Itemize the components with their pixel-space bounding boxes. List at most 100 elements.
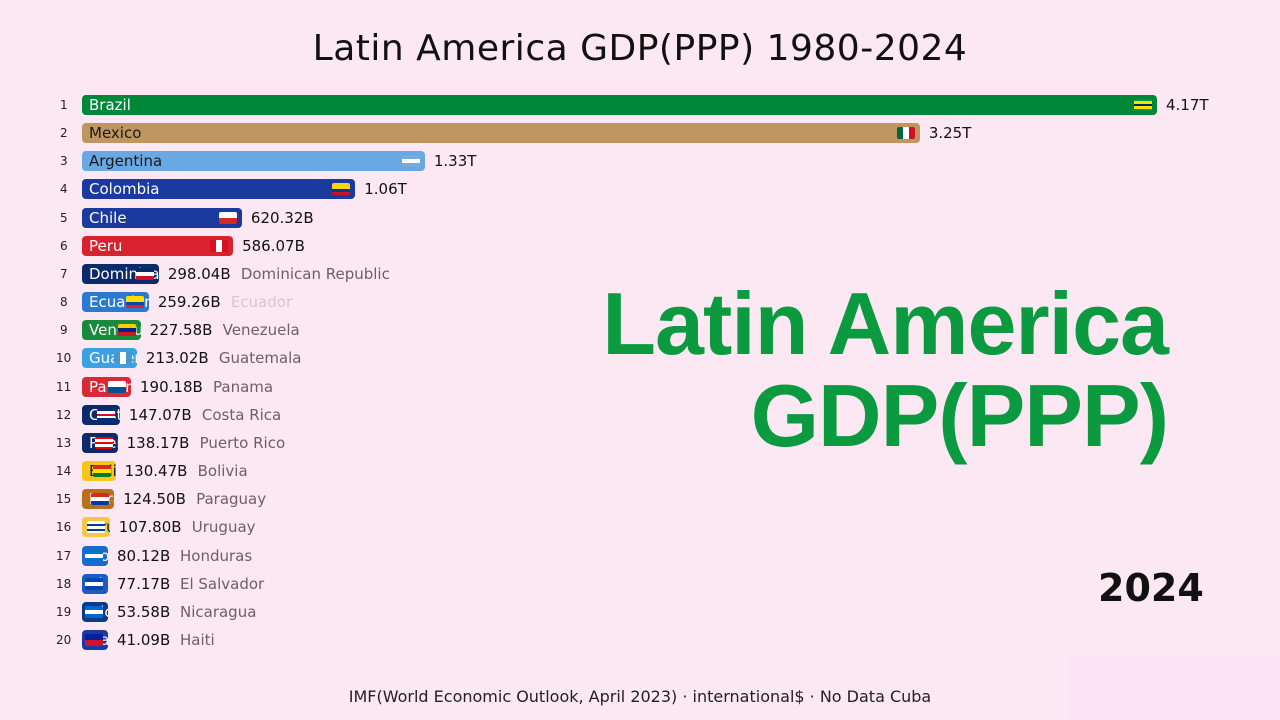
rank-label: 17 — [56, 548, 72, 563]
overlay-line-1: Latin America — [602, 274, 1169, 373]
value-label: 4.17T — [1166, 96, 1209, 114]
country-name: Uruguay — [191, 518, 256, 537]
value-label: 41.09B — [117, 631, 171, 650]
rank-label: 3 — [60, 154, 68, 169]
bar-label: Peru — [89, 236, 123, 255]
overlay-title: Latin America GDP(PPP) — [602, 274, 1169, 465]
bar-costa-rica: Costa Rica — [82, 404, 120, 425]
rank-label: 19 — [56, 604, 72, 619]
flag-icon — [210, 239, 229, 252]
rank-label: 13 — [56, 435, 72, 450]
bar-dominican-republic: Dominican Republic — [82, 263, 159, 284]
overlay-line-2: GDP(PPP) — [750, 366, 1169, 465]
value-label: 138.17B — [126, 433, 190, 452]
value-label: 1.06T — [364, 180, 407, 199]
bar-panama: Panama — [82, 376, 132, 397]
value-label: 190.18B — [140, 377, 203, 396]
value-label: 80.12B — [117, 546, 171, 565]
rank-label: 1 — [60, 98, 68, 112]
flag-icon — [218, 211, 237, 224]
rank-label: 5 — [60, 210, 68, 225]
rank-label: 2 — [60, 126, 68, 141]
flag-icon — [96, 408, 115, 421]
rank-label: 20 — [56, 633, 72, 648]
rank-label: 9 — [60, 323, 68, 338]
value-label: 124.50B — [123, 490, 186, 509]
bar-mexico: Mexico — [82, 123, 920, 144]
value-label: 147.07B — [128, 405, 192, 424]
value-label: 1.33T — [433, 152, 477, 171]
bar-uruguay: Uruguay — [82, 517, 110, 538]
bar-guatemala: Guatemala — [82, 348, 137, 369]
country-name: Dominican Republic — [240, 264, 390, 283]
value-label: 259.26B — [157, 293, 221, 312]
bar-label: Argentina — [89, 152, 163, 171]
value-label: 107.80B — [118, 518, 182, 537]
flag-icon — [94, 436, 113, 449]
flag-icon — [91, 493, 110, 506]
rank-label: 18 — [56, 576, 72, 591]
country-name: Ecuador — [230, 293, 293, 312]
bar-colombia: Colombia — [82, 179, 356, 200]
country-name: Haiti — [180, 631, 215, 650]
value-label: 53.58B — [117, 602, 171, 621]
rank-label: 16 — [56, 520, 72, 535]
value-label: 3.25T — [928, 124, 972, 143]
value-label: 77.17B — [117, 574, 171, 593]
rank-label: 12 — [56, 407, 72, 422]
rank-label: 14 — [56, 464, 72, 479]
bar-peru: Peru — [82, 235, 234, 256]
flag-icon — [1134, 99, 1152, 111]
rank-label: 6 — [60, 238, 68, 253]
country-name: Panama — [213, 377, 274, 396]
flag-icon — [113, 352, 132, 365]
flag-icon — [85, 634, 103, 647]
bar-label: Mexico — [89, 124, 142, 143]
country-name: Costa Rica — [201, 405, 282, 424]
flag-icon — [85, 549, 103, 562]
rank-label: 4 — [60, 182, 68, 197]
bar-argentina: Argentina — [82, 151, 425, 172]
country-name: Honduras — [180, 546, 253, 565]
country-name: Guatemala — [218, 349, 302, 368]
flag-icon — [85, 605, 103, 618]
country-name: Puerto Rico — [199, 433, 286, 452]
value-label: 620.32B — [250, 208, 314, 227]
rank-label: 7 — [60, 266, 68, 281]
flag-icon — [332, 183, 351, 196]
flag-icon — [92, 465, 111, 478]
year-label: 2024 — [1098, 566, 1204, 610]
country-name: Paraguay — [196, 490, 267, 509]
chart-title: Latin America GDP(PPP) 1980-2024 — [312, 28, 968, 69]
bar-ecuador: Ecuador — [82, 292, 149, 313]
rank-label: 8 — [60, 295, 68, 310]
bar-bolivia: Bolivia — [82, 461, 116, 482]
bar-paraguay: Paraguay — [82, 489, 115, 510]
flag-icon — [117, 324, 136, 337]
corner-panel — [1068, 655, 1280, 720]
rank-label: 10 — [56, 351, 72, 366]
country-name: El Salvador — [180, 574, 265, 593]
country-name: Venezuela — [222, 321, 300, 340]
flag-icon — [135, 267, 154, 280]
flag-icon — [86, 521, 105, 534]
rank-label: 15 — [56, 492, 72, 507]
value-label: 213.02B — [145, 349, 209, 368]
bar-venezuela: Venezuela — [82, 320, 141, 341]
rank-label: 11 — [56, 379, 72, 394]
flag-icon — [85, 577, 103, 590]
country-name: Nicaragua — [180, 602, 257, 621]
flag-icon — [108, 380, 127, 393]
flag-icon — [125, 296, 144, 309]
bar-nicaragua: Nicaragua — [82, 601, 108, 622]
bar-puerto-rico: Puerto Rico — [82, 432, 118, 453]
bar-haiti: Haiti — [82, 630, 108, 651]
bar-chile: Chile — [82, 207, 242, 228]
source-note: IMF(World Economic Outlook, April 2023) … — [348, 687, 932, 706]
bar-honduras: Honduras — [82, 545, 108, 566]
bar-brazil: Brazil — [82, 95, 1157, 115]
bar-el-salvador: El Salvador — [82, 573, 108, 594]
value-label: 298.04B — [167, 264, 231, 283]
flag-icon — [401, 155, 420, 168]
